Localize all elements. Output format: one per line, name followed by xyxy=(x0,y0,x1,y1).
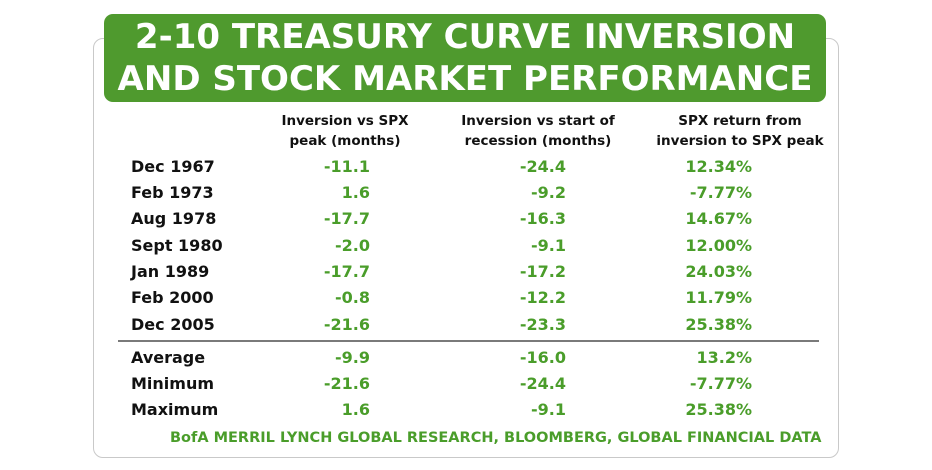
cell-spx-return: 25.38% xyxy=(685,315,752,334)
row-label: Dec 1967 xyxy=(131,157,215,176)
column-header-line: SPX return from xyxy=(678,113,802,129)
title-line-1: 2-10 TREASURY CURVE INVERSION xyxy=(134,17,796,57)
cell-spx-return: 25.38% xyxy=(685,400,752,419)
table-row: Jan 1989 -17.7 -17.2 24.03% xyxy=(0,259,932,285)
cell-inversion-vs-recession: -9.1 xyxy=(531,400,566,419)
cell-inversion-vs-recession: -17.2 xyxy=(519,262,566,281)
cell-spx-return: 12.00% xyxy=(685,236,752,255)
title-banner: 2-10 TREASURY CURVE INVERSION AND STOCK … xyxy=(104,14,826,102)
summary-divider xyxy=(118,340,819,342)
table-card xyxy=(93,38,839,458)
cell-spx-return: 12.34% xyxy=(685,157,752,176)
cell-inversion-vs-spx-peak: 1.6 xyxy=(341,400,370,419)
cell-spx-return: -7.77% xyxy=(689,374,752,393)
cell-spx-return: 13.2% xyxy=(696,348,752,367)
cell-spx-return: 24.03% xyxy=(685,262,752,281)
cell-inversion-vs-recession: -16.3 xyxy=(519,209,566,228)
summary-row: Minimum -21.6 -24.4 -7.77% xyxy=(0,371,932,397)
table-row: Sept 1980 -2.0 -9.1 12.00% xyxy=(0,233,932,259)
row-label: Average xyxy=(131,348,206,367)
cell-inversion-vs-spx-peak: -17.7 xyxy=(323,262,370,281)
cell-spx-return: -7.77% xyxy=(689,183,752,202)
cell-inversion-vs-recession: -12.2 xyxy=(519,288,566,307)
cell-inversion-vs-recession: -23.3 xyxy=(519,315,566,334)
cell-spx-return: 14.67% xyxy=(685,209,752,228)
cell-inversion-vs-spx-peak: -21.6 xyxy=(323,374,370,393)
row-label: Sept 1980 xyxy=(131,236,223,255)
cell-inversion-vs-recession: -24.4 xyxy=(519,374,566,393)
column-header-inversion-vs-spx-peak: Inversion vs SPX peak (months) xyxy=(270,111,420,151)
table-row: Aug 1978 -17.7 -16.3 14.67% xyxy=(0,206,932,232)
row-label: Maximum xyxy=(131,400,219,419)
cell-inversion-vs-spx-peak: 1.6 xyxy=(341,183,370,202)
column-header-inversion-vs-recession: Inversion vs start of recession (months) xyxy=(448,111,628,151)
row-label: Feb 1973 xyxy=(131,183,214,202)
cell-inversion-vs-spx-peak: -0.8 xyxy=(335,288,370,307)
column-header-line: Inversion vs start of xyxy=(461,113,615,129)
cell-inversion-vs-recession: -9.1 xyxy=(531,236,566,255)
row-label: Feb 2000 xyxy=(131,288,214,307)
table-row: Dec 2005 -21.6 -23.3 25.38% xyxy=(0,312,932,338)
cell-inversion-vs-spx-peak: -21.6 xyxy=(323,315,370,334)
column-header-line: inversion to SPX peak xyxy=(656,133,824,149)
row-label: Dec 2005 xyxy=(131,315,215,334)
cell-inversion-vs-recession: -24.4 xyxy=(519,157,566,176)
cell-inversion-vs-recession: -16.0 xyxy=(519,348,566,367)
cell-spx-return: 11.79% xyxy=(685,288,752,307)
column-header-spx-return: SPX return from inversion to SPX peak xyxy=(650,111,830,151)
title-line-2: AND STOCK MARKET PERFORMANCE xyxy=(117,59,813,99)
table-row: Dec 1967 -11.1 -24.4 12.34% xyxy=(0,154,932,180)
summary-row: Maximum 1.6 -9.1 25.38% xyxy=(0,397,932,423)
cell-inversion-vs-spx-peak: -9.9 xyxy=(335,348,370,367)
column-header-line: peak (months) xyxy=(289,133,401,149)
row-label: Jan 1989 xyxy=(131,262,210,281)
cell-inversion-vs-spx-peak: -2.0 xyxy=(335,236,370,255)
cell-inversion-vs-spx-peak: -17.7 xyxy=(323,209,370,228)
row-label: Aug 1978 xyxy=(131,209,217,228)
cell-inversion-vs-recession: -9.2 xyxy=(531,183,566,202)
cell-inversion-vs-spx-peak: -11.1 xyxy=(323,157,370,176)
table-row: Feb 1973 1.6 -9.2 -7.77% xyxy=(0,180,932,206)
summary-row: Average -9.9 -16.0 13.2% xyxy=(0,345,932,371)
source-credit: BofA MERRIL LYNCH GLOBAL RESEARCH, BLOOM… xyxy=(170,430,822,446)
table-row: Feb 2000 -0.8 -12.2 11.79% xyxy=(0,285,932,311)
row-label: Minimum xyxy=(131,374,215,393)
column-header-line: Inversion vs SPX xyxy=(281,113,409,129)
column-header-line: recession (months) xyxy=(464,133,612,149)
